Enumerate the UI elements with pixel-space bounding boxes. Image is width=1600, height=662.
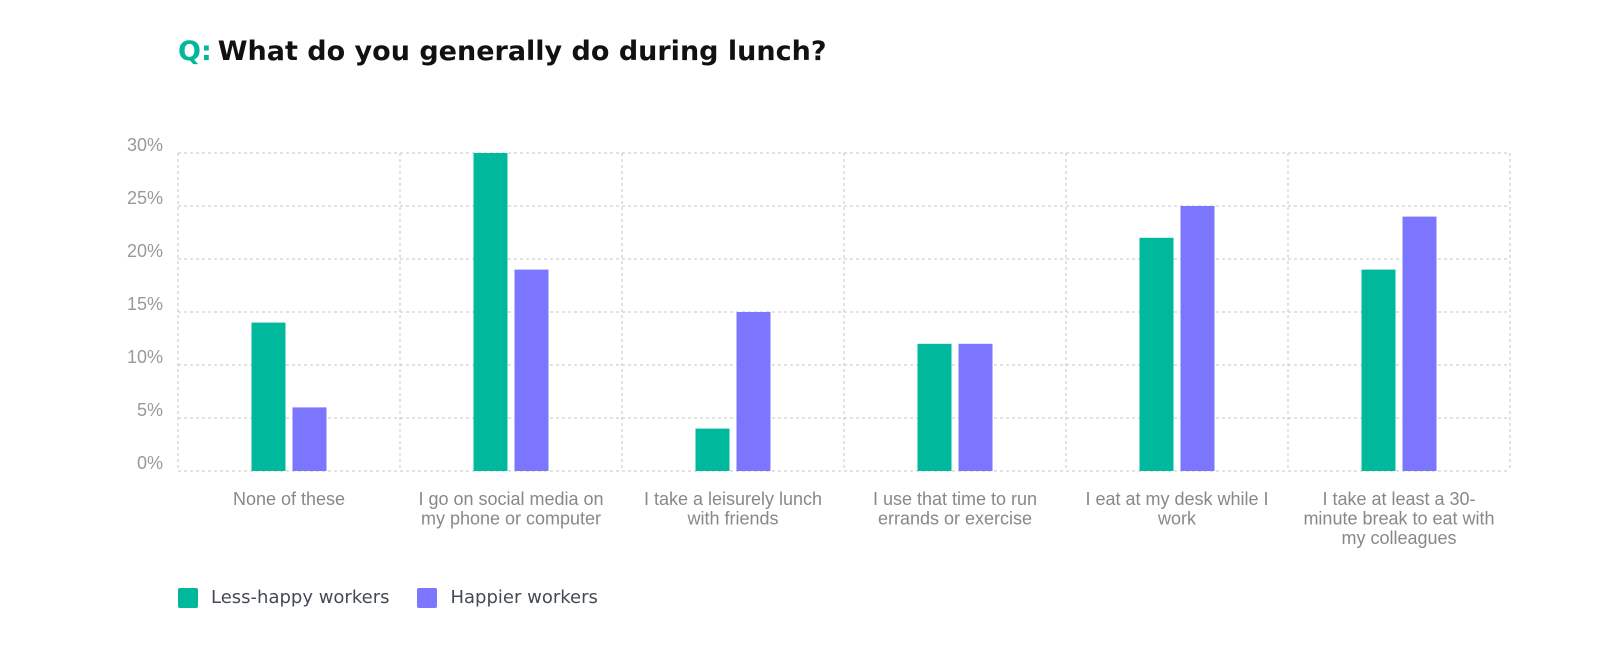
bar-happier — [1180, 206, 1215, 471]
legend-label-less-happy: Less-happy workers — [211, 587, 390, 608]
y-tick-label: 30% — [127, 135, 163, 155]
legend-item-less-happy: Less-happy workers — [178, 587, 389, 608]
legend-swatch-less-happy — [178, 587, 198, 608]
bar-happier — [1402, 216, 1437, 471]
x-tick-label: None of these — [233, 489, 345, 509]
bar-less-happy — [251, 322, 286, 471]
legend-swatch-happier — [417, 587, 438, 608]
x-tick-label-line: I take at least a 30- — [1322, 489, 1475, 509]
x-tick-label-line: errands or exercise — [878, 509, 1032, 529]
bar-happier — [958, 343, 993, 471]
bar-less-happy — [695, 428, 730, 471]
x-tick-label: I go on social media on my phone or compu… — [418, 489, 603, 529]
bar-less-happy — [1361, 269, 1396, 471]
y-tick-label: 25% — [127, 188, 163, 208]
x-tick-label-line: I go on social media on — [418, 489, 603, 509]
y-tick-label: 5% — [137, 400, 163, 420]
bar-happier — [736, 312, 771, 471]
x-tick-label: I take a leisurely lunch with friends — [644, 489, 822, 529]
y-tick-label: 0% — [137, 453, 163, 473]
bar-happier — [514, 269, 549, 471]
y-axis: 0% 5% 10% 15% 20% 25% 30% — [127, 135, 163, 473]
x-tick-label-line: minute break to eat with — [1303, 509, 1494, 529]
x-tick-label-line: my colleagues — [1341, 528, 1456, 548]
question-prefix: Q: — [178, 36, 212, 67]
x-tick-label-line: work — [1157, 509, 1197, 529]
x-tick-label-line: I eat at my desk while I — [1085, 489, 1268, 509]
x-axis: None of these I go on social media on my p… — [233, 489, 1495, 548]
y-tick-label: 20% — [127, 241, 163, 261]
x-tick-label-line: with friends — [686, 509, 778, 529]
x-tick-label-line: None of these — [233, 489, 345, 509]
chart-title: Q: What do you generally do during lunch? — [178, 36, 826, 67]
legend-label-happier: Happier workers — [450, 587, 598, 608]
legend: Less-happy workers Happier workers — [178, 587, 626, 608]
bar-less-happy — [917, 343, 952, 471]
question-text: What do you generally do during lunch? — [217, 36, 827, 67]
x-tick-label: I use that time to run errands or exercis… — [873, 489, 1037, 529]
bar-less-happy — [473, 153, 508, 471]
bars — [251, 153, 1437, 471]
y-tick-label: 15% — [127, 294, 163, 314]
y-tick-label: 10% — [127, 347, 163, 367]
x-tick-label: I take at least a 30-minute break to eat… — [1303, 489, 1494, 548]
legend-item-happier: Happier workers — [417, 587, 598, 608]
x-tick-label-line: I use that time to run — [873, 489, 1037, 509]
bar-happier — [292, 407, 327, 471]
x-tick-label-line: I take a leisurely lunch — [644, 489, 822, 509]
bar-less-happy — [1139, 237, 1174, 471]
grid — [177, 152, 1511, 472]
x-tick-label-line: my phone or computer — [421, 509, 601, 529]
